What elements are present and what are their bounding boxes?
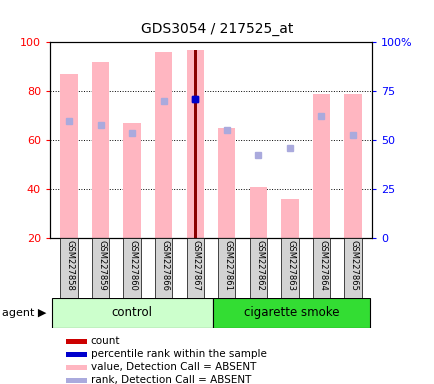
Bar: [217, 238, 235, 298]
Bar: [92, 62, 109, 238]
Text: GSM227861: GSM227861: [223, 240, 232, 291]
Text: GSM227864: GSM227864: [317, 240, 326, 291]
Bar: [249, 238, 266, 298]
Text: rank, Detection Call = ABSENT: rank, Detection Call = ABSENT: [90, 376, 250, 384]
Bar: [186, 50, 204, 238]
Bar: [344, 238, 361, 298]
Bar: [312, 238, 329, 298]
Bar: [212, 298, 369, 328]
Bar: [186, 238, 204, 298]
Text: GSM227862: GSM227862: [254, 240, 263, 291]
Text: GSM227863: GSM227863: [286, 240, 295, 291]
Bar: [312, 94, 329, 238]
Bar: [123, 123, 141, 238]
Bar: [155, 52, 172, 238]
Text: cigarette smoke: cigarette smoke: [243, 306, 339, 319]
Text: GSM227866: GSM227866: [160, 240, 169, 291]
Bar: [249, 187, 266, 238]
Bar: [344, 94, 361, 238]
Bar: [60, 238, 77, 298]
Text: GDS3054 / 217525_at: GDS3054 / 217525_at: [141, 23, 293, 36]
Bar: [66, 378, 87, 383]
Bar: [280, 199, 298, 238]
Bar: [217, 128, 235, 238]
Text: GSM227865: GSM227865: [349, 240, 358, 291]
Text: GSM227859: GSM227859: [97, 240, 106, 291]
Bar: [193, 50, 196, 238]
Text: percentile rank within the sample: percentile rank within the sample: [90, 349, 266, 359]
Text: agent ▶: agent ▶: [2, 308, 46, 318]
Bar: [280, 238, 298, 298]
Bar: [60, 74, 77, 238]
Text: control: control: [112, 306, 152, 319]
Text: GSM227858: GSM227858: [66, 240, 75, 291]
Text: GSM227867: GSM227867: [191, 240, 201, 291]
Bar: [155, 238, 172, 298]
Bar: [66, 352, 87, 357]
Text: GSM227860: GSM227860: [128, 240, 138, 291]
Bar: [92, 238, 109, 298]
Bar: [123, 238, 141, 298]
Text: count: count: [90, 336, 120, 346]
Bar: [66, 365, 87, 370]
Text: value, Detection Call = ABSENT: value, Detection Call = ABSENT: [90, 362, 255, 372]
Bar: [52, 298, 212, 328]
Bar: [66, 339, 87, 344]
